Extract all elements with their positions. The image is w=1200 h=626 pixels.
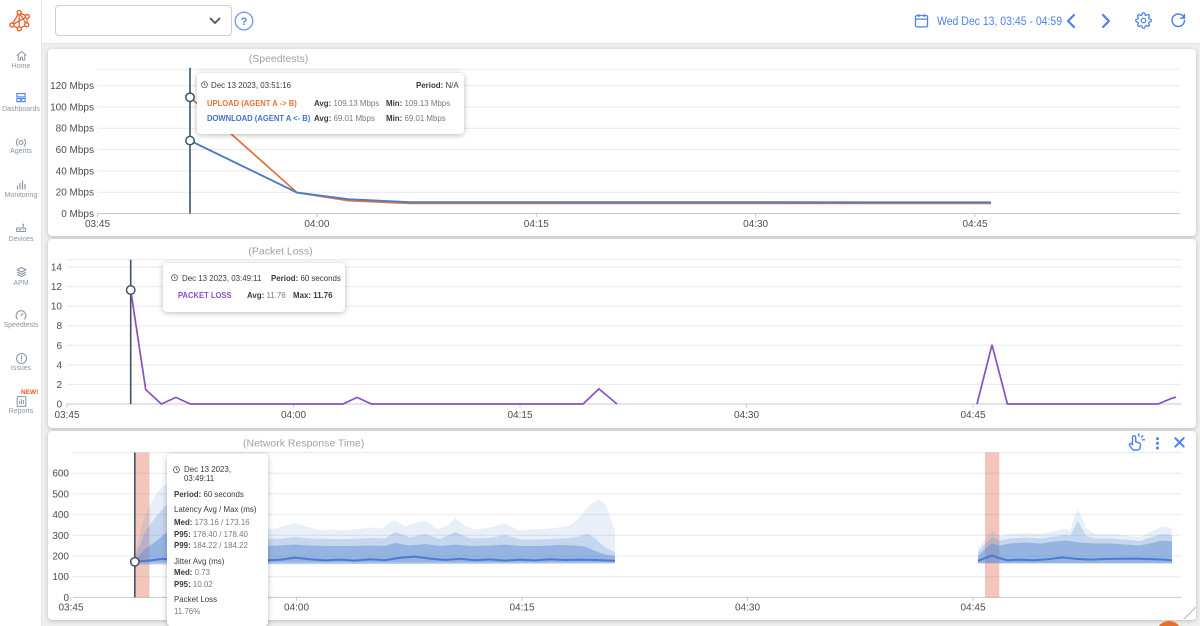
svg-text:500: 500 [52,489,69,500]
svg-text:300: 300 [52,531,69,542]
svg-text:04:45: 04:45 [960,603,985,614]
svg-text:04:45: 04:45 [960,410,985,421]
svg-text:04:30: 04:30 [743,219,768,230]
svg-text:2: 2 [56,380,62,391]
svg-text:0 Mbps: 0 Mbps [61,209,94,220]
svg-text:03:45: 03:45 [58,603,83,614]
svg-text:100 Mbps: 100 Mbps [50,102,94,113]
svg-text:20 Mbps: 20 Mbps [56,188,94,199]
svg-text:03:45: 03:45 [85,219,110,230]
svg-text:0: 0 [63,593,69,604]
svg-text:04:15: 04:15 [509,603,534,614]
svg-text:04:00: 04:00 [281,410,306,421]
svg-text:?: ? [241,16,248,28]
svg-text:04:00: 04:00 [284,603,309,614]
svg-text:04:00: 04:00 [304,219,329,230]
svg-text:(Network Response Time): (Network Response Time) [243,438,364,450]
svg-text:(Packet Loss): (Packet Loss) [248,246,312,258]
svg-text:40 Mbps: 40 Mbps [56,166,94,177]
svg-text:10: 10 [51,302,63,313]
svg-text:600: 600 [52,469,69,480]
svg-text:(Speedtests): (Speedtests) [249,53,309,65]
svg-text:6: 6 [56,341,62,352]
svg-text:04:45: 04:45 [962,219,987,230]
svg-text:0: 0 [56,400,62,411]
svg-text:03:45: 03:45 [54,410,79,421]
svg-text:120 Mbps: 120 Mbps [50,81,94,92]
svg-text:14: 14 [51,263,63,274]
svg-text:60 Mbps: 60 Mbps [56,145,94,156]
svg-text:4: 4 [56,360,62,371]
svg-text:200: 200 [52,552,69,563]
svg-text:80 Mbps: 80 Mbps [56,124,94,135]
svg-text:04:30: 04:30 [735,603,760,614]
svg-text:04:30: 04:30 [734,410,759,421]
svg-text:400: 400 [52,510,69,521]
svg-text:8: 8 [56,321,62,332]
svg-text:04:15: 04:15 [507,410,532,421]
svg-text:04:15: 04:15 [524,219,549,230]
svg-text:12: 12 [51,282,63,293]
svg-text:100: 100 [52,572,69,583]
